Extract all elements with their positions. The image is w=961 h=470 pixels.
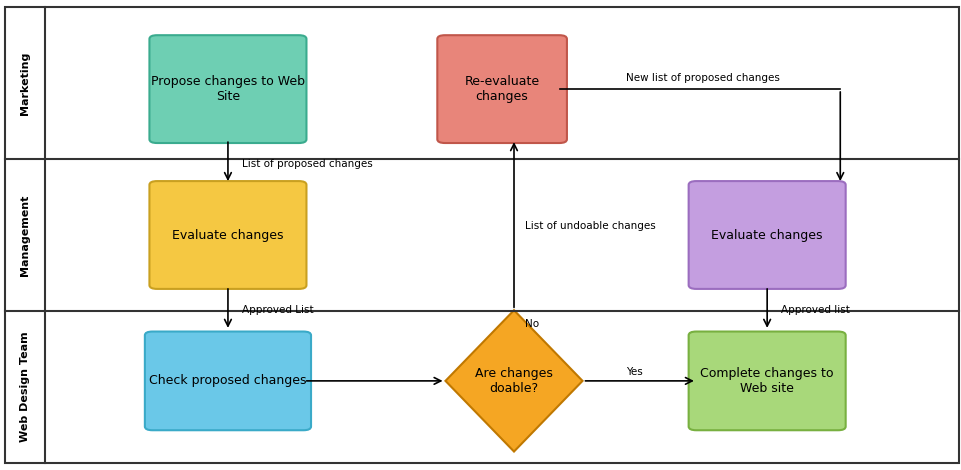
- Text: Are changes
doable?: Are changes doable?: [475, 367, 553, 395]
- Text: Marketing: Marketing: [20, 51, 30, 115]
- Polygon shape: [446, 310, 582, 452]
- Text: Evaluate changes: Evaluate changes: [711, 228, 823, 242]
- Text: Web Design Team: Web Design Team: [20, 332, 30, 442]
- FancyBboxPatch shape: [149, 35, 307, 143]
- Text: Approved List: Approved List: [241, 305, 313, 315]
- Text: Propose changes to Web
Site: Propose changes to Web Site: [151, 75, 305, 103]
- Text: No: No: [525, 319, 539, 329]
- Text: Approved list: Approved list: [781, 305, 850, 315]
- Text: New list of proposed changes: New list of proposed changes: [627, 73, 780, 83]
- Text: List of proposed changes: List of proposed changes: [241, 159, 373, 169]
- FancyBboxPatch shape: [149, 181, 307, 289]
- FancyBboxPatch shape: [437, 35, 567, 143]
- FancyBboxPatch shape: [689, 181, 846, 289]
- Text: Complete changes to
Web site: Complete changes to Web site: [701, 367, 834, 395]
- Text: List of undoable changes: List of undoable changes: [525, 221, 655, 231]
- FancyBboxPatch shape: [689, 331, 846, 430]
- Text: Re-evaluate
changes: Re-evaluate changes: [464, 75, 540, 103]
- Text: Check proposed changes: Check proposed changes: [149, 375, 307, 387]
- Text: Yes: Yes: [627, 367, 643, 377]
- Text: Evaluate changes: Evaluate changes: [172, 228, 283, 242]
- Text: Management: Management: [20, 194, 30, 276]
- FancyBboxPatch shape: [145, 331, 311, 430]
